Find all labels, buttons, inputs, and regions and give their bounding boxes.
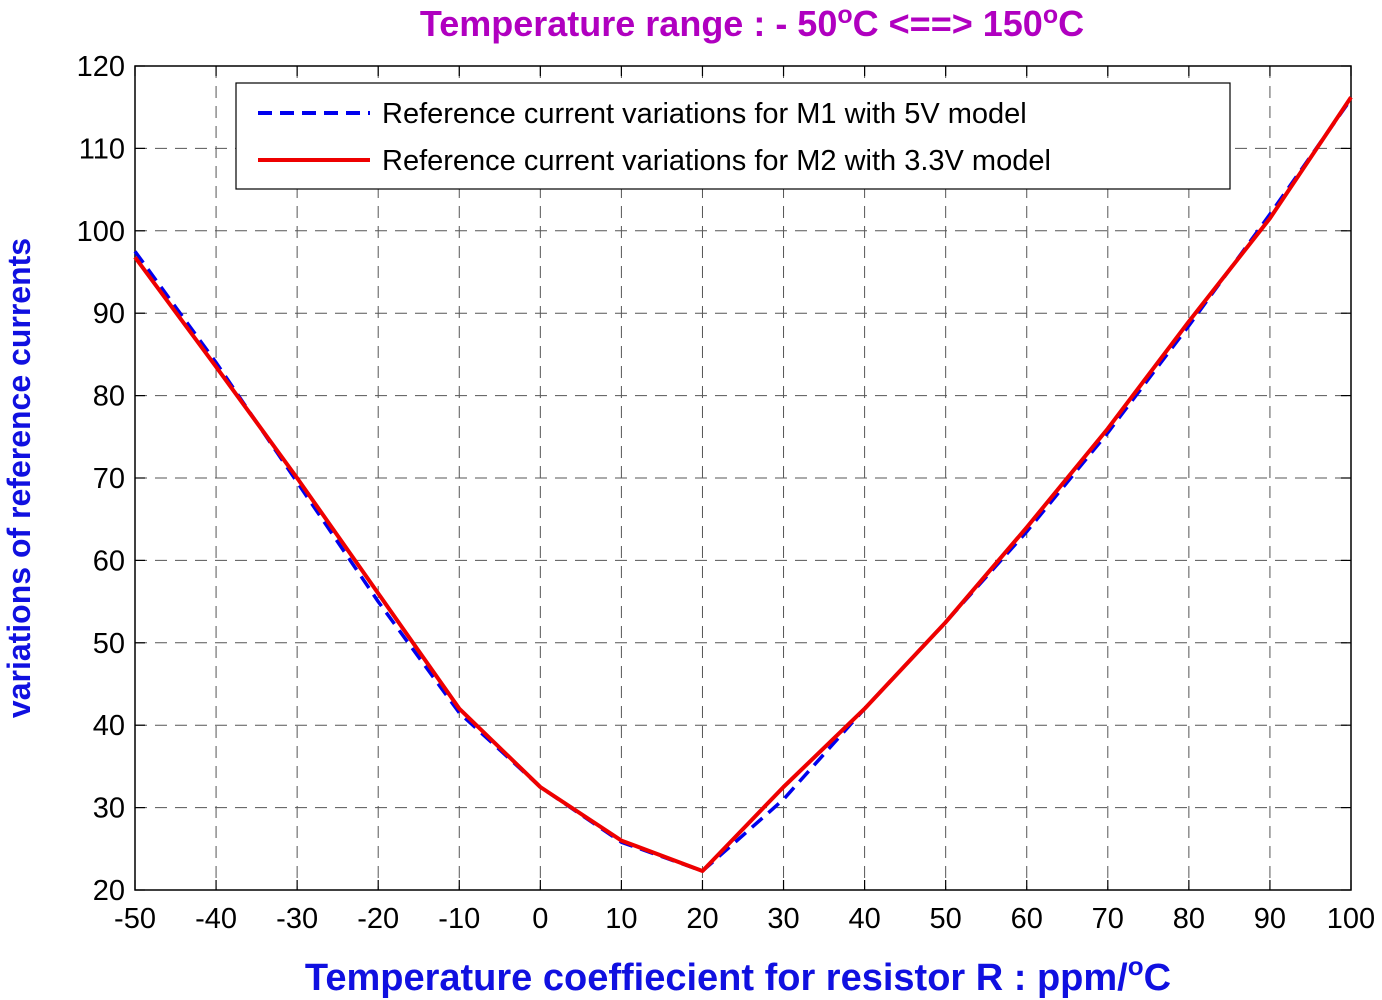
x-tick-label: -30 <box>276 903 318 935</box>
legend-label-m2: Reference current variations for M2 with… <box>382 145 1051 177</box>
series-line-m1 <box>133 97 1353 873</box>
x-tick-label: 60 <box>1011 903 1043 935</box>
x-tick-label: -20 <box>357 903 399 935</box>
y-tick-label: 40 <box>93 710 125 742</box>
y-tick-label: 80 <box>93 381 125 413</box>
x-tick-labels: -50 -40 -30 -20 -10 0 10 20 30 40 50 60 70 80 90 100 <box>114 903 1375 935</box>
x-axis-label: Temperature coeffiecient for resistor R … <box>305 951 1171 999</box>
x-tick-label: 70 <box>1092 903 1124 935</box>
x-tick-label: 90 <box>1254 903 1286 935</box>
series-group <box>133 96 1353 873</box>
x-tick-label: 0 <box>532 903 548 935</box>
legend: Reference current variations for M1 with… <box>235 82 1231 190</box>
axis-ticks <box>134 65 1352 891</box>
series-line-m2 <box>133 96 1353 873</box>
y-tick-label: 60 <box>93 545 125 577</box>
x-tick-label: 10 <box>605 903 637 935</box>
x-tick-label: 50 <box>930 903 962 935</box>
x-tick-label: -40 <box>195 903 237 935</box>
x-tick-label: 80 <box>1173 903 1205 935</box>
y-tick-label: 30 <box>93 793 125 825</box>
y-tick-label: 120 <box>77 51 125 83</box>
x-tick-label: 20 <box>686 903 718 935</box>
legend-label-m1: Reference current variations for M1 with… <box>382 98 1027 130</box>
y-tick-label: 100 <box>77 216 125 248</box>
y-tick-label: 50 <box>93 628 125 660</box>
x-tick-label: 40 <box>848 903 880 935</box>
y-tick-label: 20 <box>93 875 125 907</box>
x-tick-label: -50 <box>114 903 156 935</box>
y-tick-label: 110 <box>79 133 125 165</box>
grid <box>135 66 1351 890</box>
chart-title: Temperature range : - 50oC <==> 150oC <box>420 1 1084 44</box>
legend-box <box>235 82 1231 190</box>
x-tick-label: 30 <box>767 903 799 935</box>
y-tick-label: 70 <box>93 463 125 495</box>
x-tick-label: -10 <box>438 903 480 935</box>
y-tick-label: 90 <box>93 298 125 330</box>
y-tick-labels: 20 30 40 50 60 70 80 90 100 110 120 <box>77 51 125 907</box>
y-axis-label: variations of reference currents <box>1 238 37 718</box>
x-tick-label: 100 <box>1327 903 1375 935</box>
